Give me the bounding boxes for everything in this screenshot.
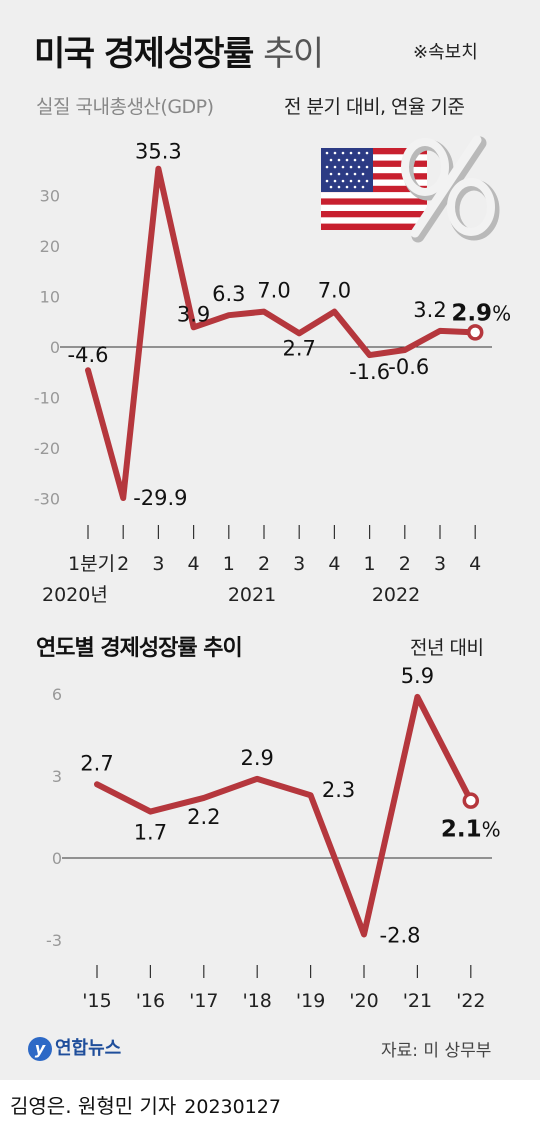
year-label: 2022	[372, 584, 420, 606]
y-tick-label: -3	[46, 931, 62, 950]
credit-names: 김영은. 원형민 기자	[10, 1094, 177, 1118]
data-label: 35.3	[135, 140, 182, 164]
x-tick-label: 2	[258, 553, 270, 575]
y-tick-label: 0	[50, 338, 60, 357]
x-tick-label: '21	[403, 990, 432, 1012]
y-tick-label: -30	[34, 490, 60, 509]
data-label: 5.9	[401, 664, 434, 688]
credit-date: 20230127	[184, 1096, 281, 1118]
year-label: 2021	[228, 584, 276, 606]
x-tick-label: 3	[434, 553, 446, 575]
annual-axes: 6 3 0 -3 '15 '16 '17 '18 '19 '20 '21 '22	[46, 685, 492, 1012]
data-label: -4.6	[68, 343, 109, 367]
data-label: 7.0	[318, 279, 351, 303]
x-tick-label: 3	[293, 553, 305, 575]
data-label: 2.9	[240, 746, 273, 770]
preliminary-note: ※속보치	[413, 42, 478, 63]
data-label: -0.6	[388, 355, 429, 379]
annual-chart-title: 연도별 경제성장률 추이	[36, 636, 243, 661]
logo-text: 연합뉴스	[55, 1038, 122, 1059]
y-tick-label: 3	[52, 767, 62, 786]
x-tick-label: '18	[242, 990, 271, 1012]
subtitle-left: 실질 국내총생산(GDP)	[36, 96, 214, 118]
x-tick-label: 1	[364, 553, 376, 575]
year-label: 2020년	[42, 584, 108, 606]
title-suffix: 추이	[263, 34, 324, 74]
page-title: 미국 경제성장률 추이	[34, 26, 324, 75]
percent-unit: %	[482, 818, 501, 842]
data-label: 2.1%	[441, 817, 501, 843]
y-tick-label: 0	[52, 849, 62, 868]
y-tick-label: 10	[40, 288, 60, 307]
x-tick-label: 2	[399, 553, 411, 575]
annual-marks: 2.7 1.7 2.2 2.9 2.3 -2.8 5.9 2.1%	[80, 664, 500, 948]
x-tick-label: 4	[469, 553, 481, 575]
data-label: -1.6	[349, 360, 390, 384]
x-tick-label: '17	[189, 990, 218, 1012]
x-tick-label: '20	[349, 990, 378, 1012]
annual-unit-note: 전년 대비	[410, 637, 484, 659]
x-tick-label: '22	[456, 990, 485, 1012]
y-tick-label: -20	[34, 439, 60, 458]
data-label: 2.9%	[451, 300, 511, 326]
x-tick-label: 2	[117, 553, 129, 575]
data-label: 7.0	[257, 279, 290, 303]
data-label: -29.9	[133, 486, 187, 510]
x-tick-label: '15	[82, 990, 111, 1012]
data-label: 1.7	[134, 821, 167, 845]
x-tick-label: 3	[152, 553, 164, 575]
latest-point-marker	[462, 792, 480, 809]
x-tick-label: 1분기	[68, 553, 115, 575]
title-text: 미국 경제성장률	[34, 34, 254, 74]
y-tick-label: -10	[34, 389, 60, 408]
y-tick-label: 20	[40, 237, 60, 256]
yonhap-logo: y 연합뉴스	[28, 1034, 121, 1061]
x-tick-label: '19	[296, 990, 325, 1012]
annual-series-line	[94, 693, 474, 938]
source-text: 자료: 미 상무부	[381, 1041, 492, 1061]
data-label: 3.2	[413, 298, 446, 322]
percent-unit: %	[492, 301, 511, 325]
logo-icon: y	[28, 1037, 52, 1061]
latest-point-marker	[466, 324, 484, 341]
x-tick-label: 4	[328, 553, 340, 575]
y-tick-label: 30	[40, 187, 60, 206]
subtitle-right: 전 분기 대비, 연율 기준	[284, 96, 465, 118]
data-label: 2.7	[80, 751, 113, 775]
data-label: -2.8	[380, 923, 421, 947]
x-tick-label: 1	[223, 553, 235, 575]
percent-sign-icon	[401, 135, 500, 243]
data-label: 2.7	[282, 336, 315, 360]
quarterly-series-line	[85, 165, 479, 501]
quarterly-marks: -4.6 -29.9 35.3 3.96.3 7.0 2.7 7.0 -1.6-0.6 3.2 2…	[68, 140, 512, 510]
y-tick-label: 6	[52, 685, 62, 704]
data-label: 2.3	[322, 778, 355, 802]
x-tick-label: '16	[136, 990, 165, 1012]
data-label: 6.3	[212, 282, 245, 306]
credit-line: 김영은. 원형민 기자 20230127	[10, 1090, 281, 1119]
data-label: 3.9	[177, 302, 210, 326]
data-label: 2.2	[187, 805, 220, 829]
x-tick-label: 4	[188, 553, 200, 575]
